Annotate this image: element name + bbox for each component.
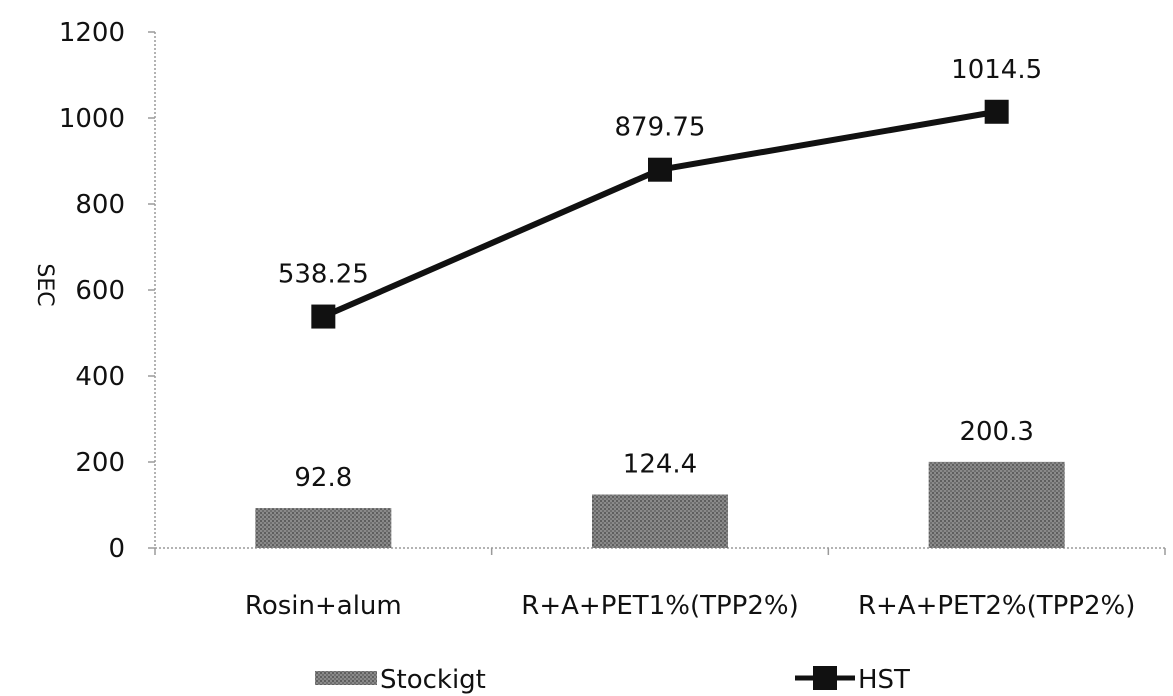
y-tick-label: 200 [75,448,125,478]
legend-swatch-bar [315,671,377,685]
x-category-label: R+A+PET2%(TPP2%) [858,591,1135,621]
line-marker [311,304,336,329]
x-category-label: R+A+PET1%(TPP2%) [521,591,798,621]
line-series [311,99,1009,329]
y-tick-label: 600 [75,276,125,306]
y-tick-label: 800 [75,190,125,220]
y-axis-label: SEC [32,263,57,306]
line-data-label: 1014.5 [951,55,1042,85]
line-marker [648,157,672,182]
data-labels: 92.8 124.4 200.3 538.25 879.75 1014.5 [278,55,1042,493]
line-marker [984,99,1009,124]
x-category-label: Rosin+alum [245,591,402,621]
legend-label: HST [858,665,910,695]
bar-series [255,461,1065,548]
bar-data-label: 92.8 [294,463,352,493]
y-tick-label: 1000 [59,104,125,134]
bar-data-label: 200.3 [959,417,1033,447]
legend-swatch-marker [813,666,837,690]
bar-data-label: 124.4 [623,450,697,480]
y-axis: 0 200 400 600 800 1000 1200 [59,18,156,564]
line-data-label: 538.25 [278,260,369,290]
y-tick-label: 400 [75,362,125,392]
bar [928,461,1065,548]
legend-label: Stockigt [380,665,486,695]
bar [592,494,728,548]
y-tick-label: 0 [108,534,125,564]
bar [255,508,392,548]
line-data-label: 879.75 [615,113,706,143]
x-axis: Rosin+alum R+A+PET1%(TPP2%) R+A+PET2%(TPP2… [154,547,1166,621]
legend: Stockigt HST [315,665,910,695]
y-tick-label: 1200 [59,18,125,48]
